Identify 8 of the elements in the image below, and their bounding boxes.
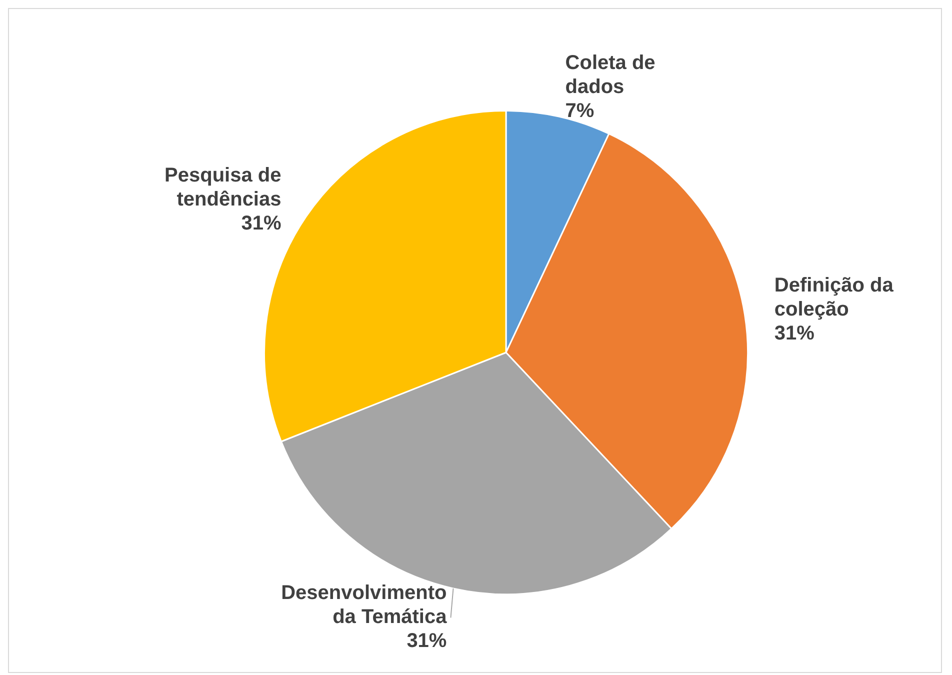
slice-label: Desenvolvimento da Temática <box>281 582 448 628</box>
data-label: 31% <box>774 322 815 345</box>
slice-label: Definição da coleção <box>774 274 894 321</box>
slice-label: Coleta de dados <box>565 52 656 98</box>
data-label: 31% <box>406 630 447 652</box>
data-label: 31% <box>241 212 282 234</box>
slice-label: Pesquisa de tendências <box>164 164 282 210</box>
data-label: 7% <box>565 100 594 122</box>
